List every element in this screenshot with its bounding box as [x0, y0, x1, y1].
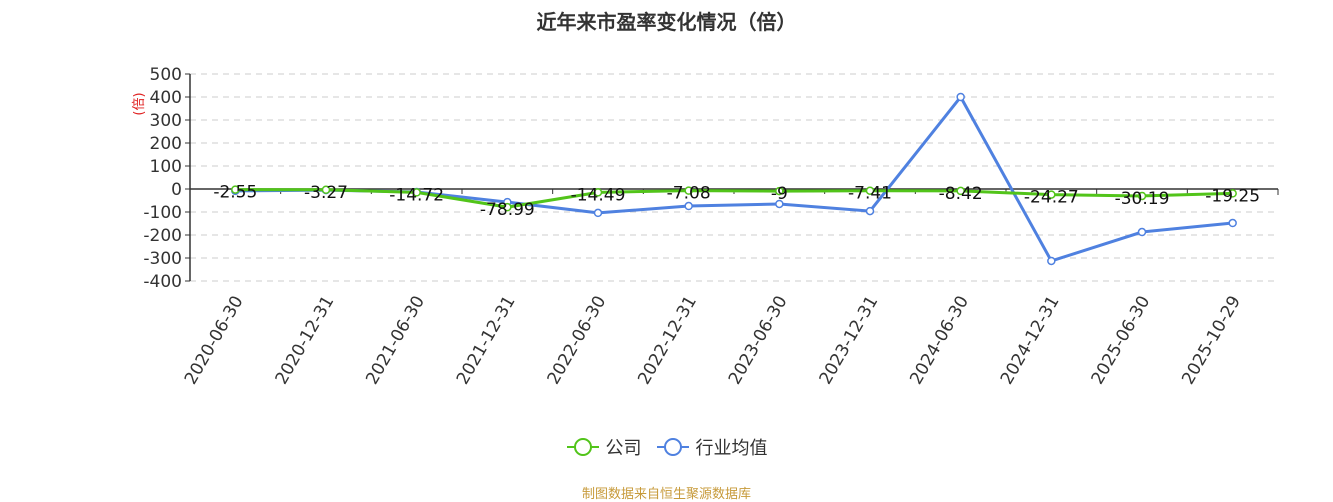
data-point[interactable] — [1228, 218, 1237, 228]
data-label: -2.55 — [213, 183, 257, 203]
data-label: -14.49 — [571, 185, 626, 205]
x-tick-label: 2025-06-30 — [1088, 293, 1155, 389]
data-label: -9 — [771, 184, 788, 204]
line-chart: 500 400 300 200 100 0 -100 -200 -300 -400 (倍) 2020-… — [132, 65, 1279, 389]
legend-industry-line-icon — [656, 438, 689, 456]
data-point[interactable] — [321, 185, 331, 195]
data-point[interactable] — [956, 92, 965, 102]
x-tick-label: 2024-06-30 — [906, 293, 973, 389]
data-label: -19.25 — [1205, 186, 1260, 206]
data-point[interactable] — [593, 188, 603, 197]
legend-label-company: 公司 — [605, 438, 642, 459]
data-point[interactable] — [503, 202, 512, 212]
x-tick-label: 2024-12-31 — [997, 293, 1064, 389]
y-tick-label: -200 — [143, 226, 182, 246]
y-tick-label: -100 — [143, 203, 182, 223]
x-tick-label: 2020-06-30 — [181, 293, 248, 389]
x-tick-label: 2023-12-31 — [816, 293, 883, 389]
legend: 公司 行业均值 — [0, 434, 1333, 460]
data-label: -7.08 — [667, 184, 711, 204]
data-point[interactable] — [1228, 189, 1237, 198]
data-point[interactable] — [1047, 256, 1056, 266]
data-label: -14.72 — [389, 185, 444, 205]
company-series-line — [235, 188, 1233, 209]
legend-label-industry-average: 行业均值 — [695, 438, 768, 459]
y-tick-label: 200 — [150, 134, 182, 154]
data-point[interactable] — [865, 206, 875, 216]
y-tick-label: -400 — [143, 272, 182, 292]
legend-company-line-icon — [566, 438, 599, 456]
y-tick-label: -300 — [143, 249, 182, 269]
x-tick-label: 2025-10-29 — [1178, 293, 1245, 389]
data-point[interactable] — [1137, 191, 1147, 201]
data-point[interactable] — [1137, 227, 1147, 237]
industry-series-line — [235, 94, 1233, 263]
data-point[interactable] — [231, 185, 240, 194]
legend-item-company[interactable]: 公司 — [566, 434, 642, 460]
y-tick-label: 0 — [171, 180, 182, 200]
data-point[interactable] — [593, 208, 603, 218]
y-tick-label: 100 — [150, 157, 182, 177]
x-tick-label: 2022-12-31 — [634, 293, 701, 389]
data-label: -8.42 — [939, 184, 983, 204]
y-tick-label: 300 — [150, 111, 182, 131]
source-note: 制图数据来自恒生聚源数据库 — [581, 487, 751, 502]
x-tick-label: 2020-12-31 — [272, 293, 339, 389]
x-tick-label: 2022-06-30 — [544, 293, 611, 389]
data-point[interactable] — [684, 186, 693, 195]
data-point[interactable] — [775, 186, 784, 196]
x-tick-label: 2021-12-31 — [453, 293, 520, 389]
data-point[interactable] — [412, 188, 421, 197]
data-label: -78.99 — [480, 200, 535, 220]
chart-title: 近年来市盈率变化情况（倍） — [536, 10, 797, 34]
legend-item-industry-average[interactable]: 行业均值 — [656, 434, 768, 460]
data-point[interactable] — [775, 199, 784, 209]
data-point[interactable] — [865, 186, 875, 195]
data-point[interactable] — [956, 186, 965, 196]
x-tick-label: 2021-06-30 — [362, 292, 429, 388]
data-label: -3.27 — [304, 183, 348, 203]
x-tick-label: 2023-06-30 — [725, 293, 792, 389]
data-label: -7.41 — [848, 184, 892, 204]
y-tick-label: 500 — [150, 65, 182, 85]
data-point[interactable] — [684, 201, 693, 211]
y-axis-unit-label: (倍) — [132, 92, 147, 115]
data-label: -24.27 — [1024, 188, 1079, 208]
y-tick-label: 400 — [150, 88, 182, 108]
data-point[interactable] — [1047, 190, 1056, 199]
data-label: -30.19 — [1115, 189, 1170, 209]
